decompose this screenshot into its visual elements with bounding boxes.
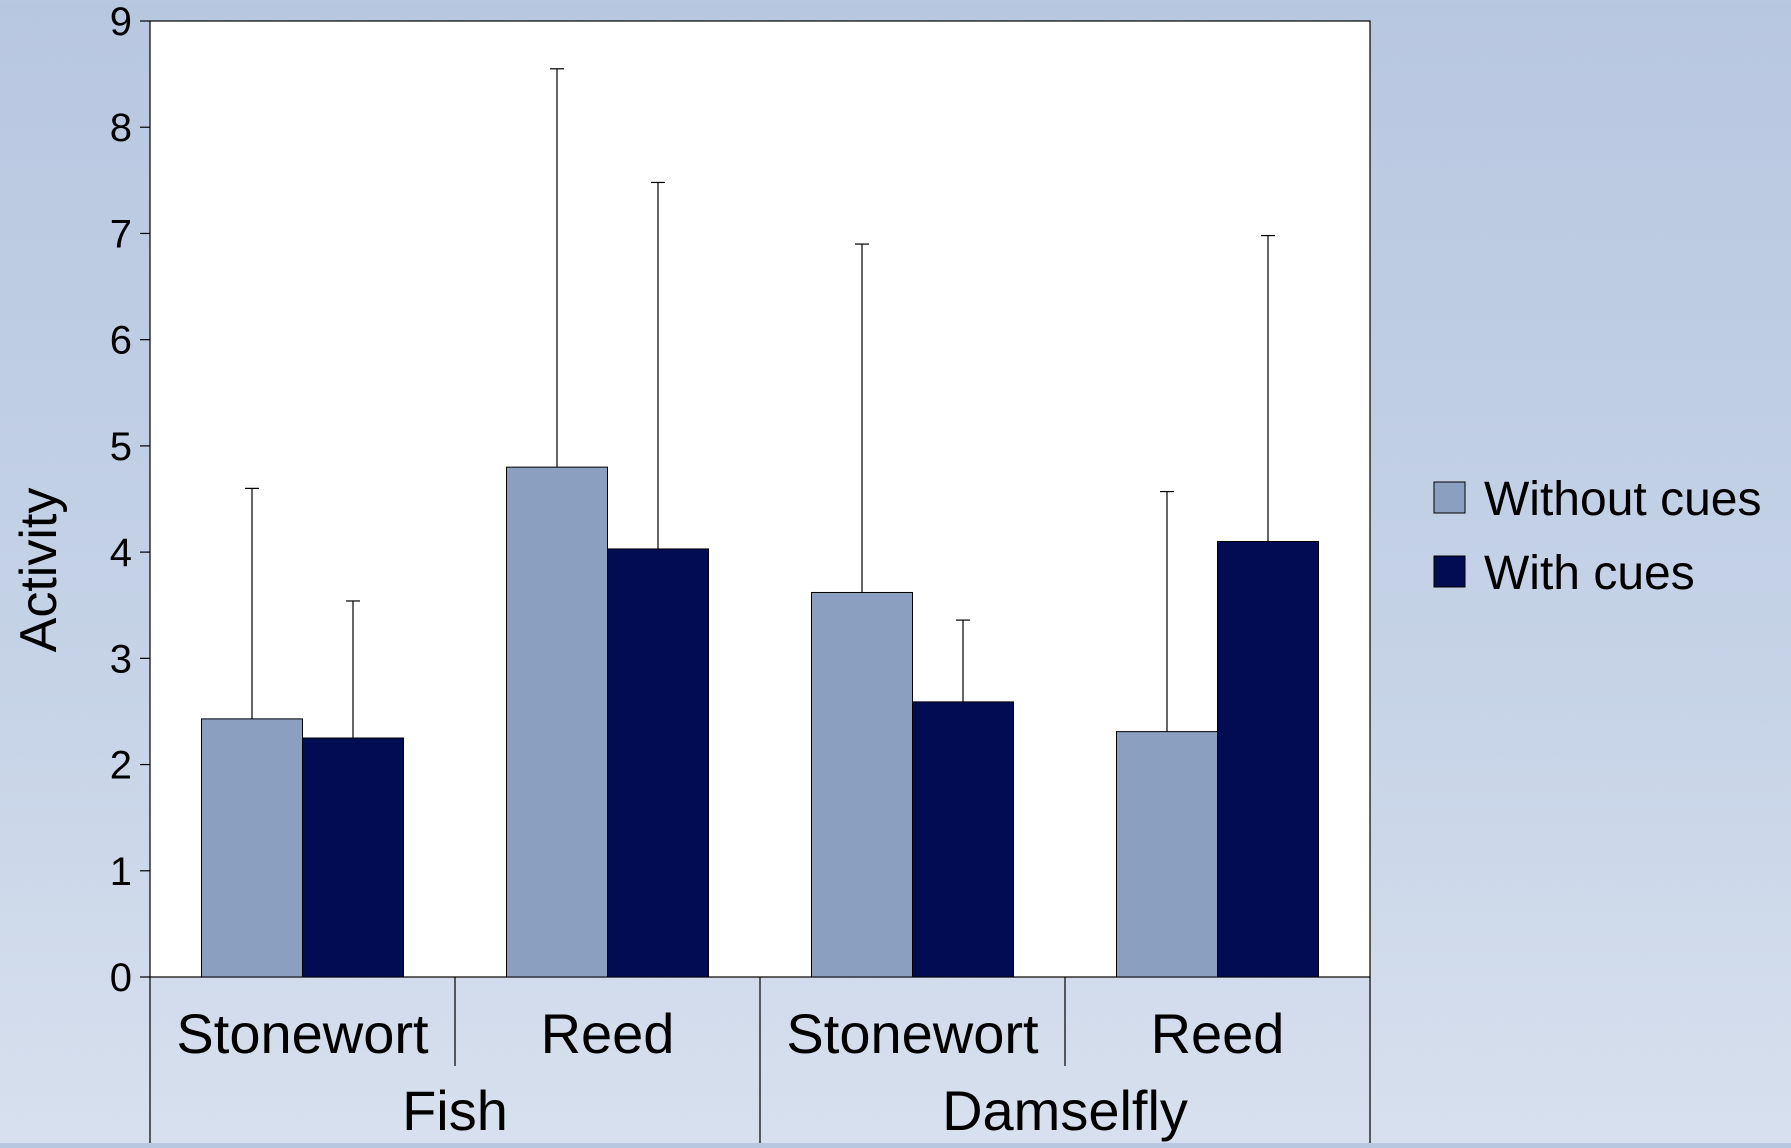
y-tick-label-6: 6 [110, 319, 132, 363]
category-label-2: Stonewort [786, 1002, 1039, 1065]
bar-with-cues-3 [1217, 540, 1319, 978]
y-tick-label-9: 9 [110, 0, 132, 44]
error-bars-layer [245, 68, 1275, 738]
bar-with-cues-0 [302, 737, 404, 978]
y-axis-label: Activity [10, 488, 68, 653]
bar-without-cues-0 [201, 718, 303, 978]
y-tick-label-8: 8 [110, 106, 132, 150]
y-tick-label-4: 4 [110, 531, 132, 575]
group-label-damselfly: Damselfly [942, 1079, 1188, 1142]
bar-with-cues-2 [912, 701, 1014, 978]
group-label-fish: Fish [402, 1079, 508, 1142]
y-tick-label-1: 1 [110, 850, 132, 894]
legend-label-without-cues: Without cues [1484, 473, 1761, 526]
bar-without-cues-3 [1116, 731, 1218, 978]
axis-layer: 0 1 2 3 4 5 6 7 8 9 Stonewort Reed Stonewort Reed Fish… [110, 0, 1371, 1143]
legend: Without cues With cues [1433, 473, 1761, 600]
bar-without-cues-2 [811, 591, 913, 978]
bar-with-cues-1 [607, 548, 709, 978]
bar-without-cues-1 [506, 466, 608, 978]
category-label-1: Reed [541, 1002, 675, 1065]
y-tick-label-2: 2 [110, 744, 132, 788]
bars-layer [201, 466, 1319, 978]
y-tick-label-3: 3 [110, 637, 132, 681]
category-label-3: Reed [1151, 1002, 1285, 1065]
y-tick-label-5: 5 [110, 425, 132, 469]
y-tick-label-7: 7 [110, 212, 132, 256]
legend-swatch-without-cues [1433, 481, 1466, 514]
y-tick-label-0: 0 [110, 956, 132, 1000]
legend-swatch-with-cues [1433, 555, 1466, 588]
category-label-0: Stonewort [176, 1002, 429, 1065]
legend-label-with-cues: With cues [1484, 547, 1695, 600]
